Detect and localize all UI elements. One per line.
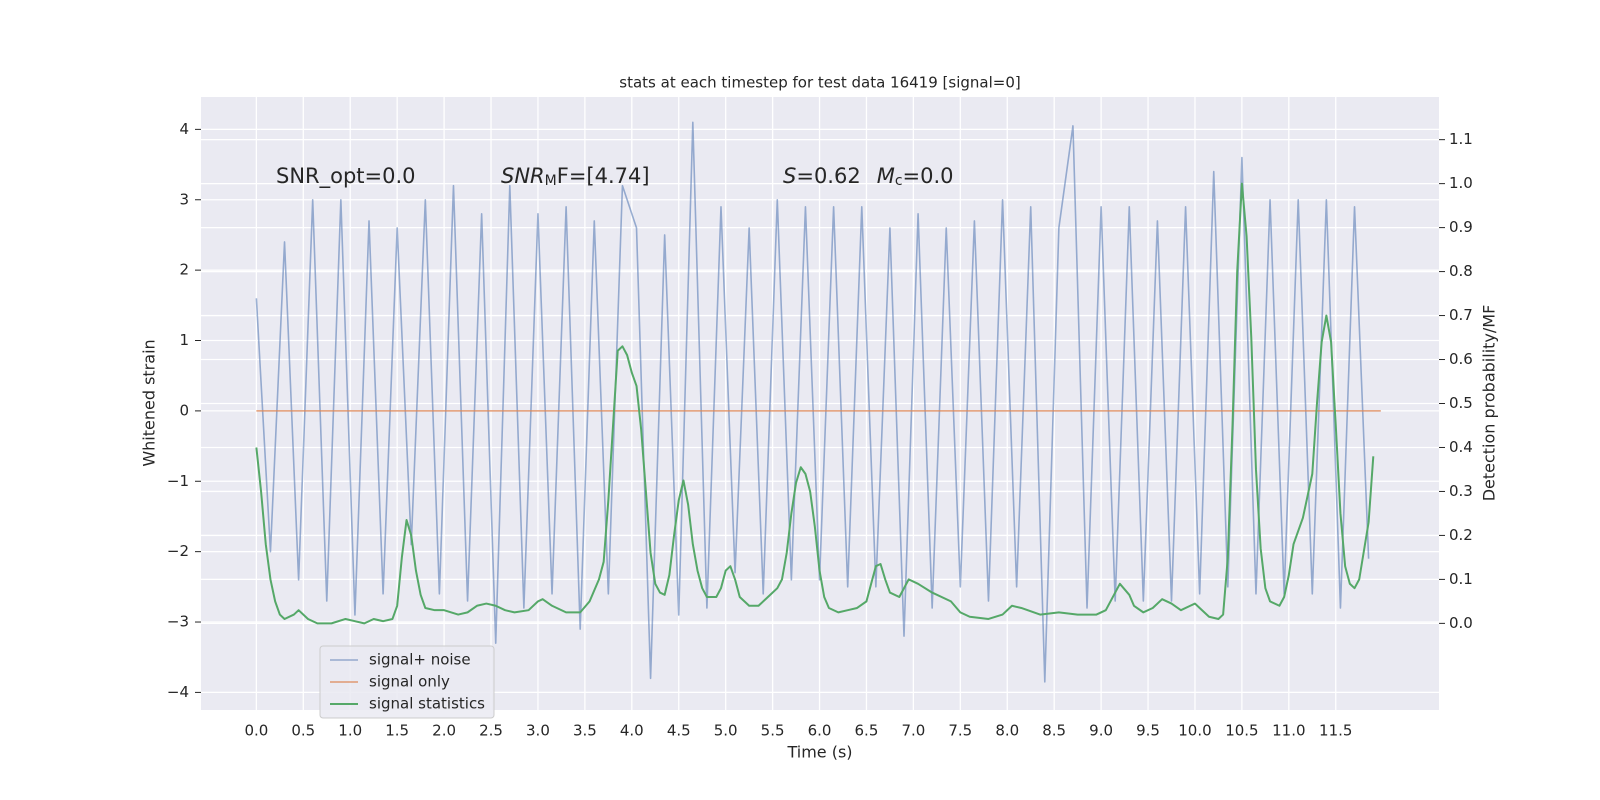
x-tick-label: 1.0 xyxy=(338,722,362,740)
x-tick-label: 6.5 xyxy=(855,722,879,740)
legend-label: signal+ noise xyxy=(369,651,471,669)
annotation-part: SNR xyxy=(501,164,545,188)
chart-title: stats at each timestep for test data 164… xyxy=(619,74,1020,92)
x-tick-label: 11.5 xyxy=(1319,722,1352,740)
annotation-part: =0.62 xyxy=(796,164,860,188)
marks xyxy=(255,121,1381,683)
y2-tick-label: 0.3 xyxy=(1449,482,1473,500)
y-tick-label: −2 xyxy=(167,542,189,560)
y-tick-label: 0 xyxy=(179,401,189,419)
y2-tick-label: 0.8 xyxy=(1449,262,1473,280)
y2-tick-label: 0.2 xyxy=(1449,526,1473,544)
x-tick-label: 5.5 xyxy=(761,722,785,740)
y-tick-label: 4 xyxy=(179,120,189,138)
legend-label: signal only xyxy=(369,673,450,691)
x-tick-label: 7.0 xyxy=(901,722,925,740)
annotation-part: =0.0 xyxy=(903,164,954,188)
x-tick-label: 8.0 xyxy=(995,722,1019,740)
grid xyxy=(201,97,1439,710)
y2-tick-label: 0.7 xyxy=(1449,306,1473,324)
y2-tick-label: 1.0 xyxy=(1449,174,1473,192)
x-tick-label: 4.5 xyxy=(667,722,691,740)
overlay: 0.0 0.5 1.0 1.5 2.0 2.5 3.0 3.5 4.0 4.5 5.0 5.5 6.0 6… xyxy=(167,120,1473,740)
y-tick-label: 2 xyxy=(179,261,189,279)
series-line xyxy=(255,121,1370,683)
y-axis-label: Whitened strain xyxy=(140,339,159,466)
x-tick-label: 0.0 xyxy=(244,722,268,740)
y2-tick-label: 0.9 xyxy=(1449,218,1473,236)
x-tick-label: 8.5 xyxy=(1042,722,1066,740)
y-tick-label: 3 xyxy=(179,190,189,208)
x-tick-label: 4.0 xyxy=(620,722,644,740)
series-line xyxy=(255,182,1375,625)
annotation-part: F=[4.74] xyxy=(557,164,650,188)
annotation: SNR_opt=0.0 xyxy=(276,164,416,189)
y2-tick-label: 0.0 xyxy=(1449,614,1473,632)
y-tick-label: −3 xyxy=(167,613,189,631)
y2-tick-label: 0.4 xyxy=(1449,438,1473,456)
x-tick-label: 10.0 xyxy=(1178,722,1211,740)
annotation: S=0.62 Mc=0.0 xyxy=(783,164,954,189)
y-tick-label: −1 xyxy=(167,472,189,490)
x-tick-label: 7.5 xyxy=(948,722,972,740)
x-tick-label: 10.5 xyxy=(1225,722,1258,740)
x-tick-label: 6.0 xyxy=(808,722,832,740)
y2-tick-label: 0.5 xyxy=(1449,394,1473,412)
x-tick-label: 3.5 xyxy=(573,722,597,740)
y-tick-label: 1 xyxy=(179,331,189,349)
legend-box xyxy=(319,645,495,719)
x-tick-label: 2.5 xyxy=(479,722,503,740)
annotation-part: M xyxy=(545,173,557,189)
annotation-part: c xyxy=(895,173,903,189)
x-tick-label: 0.5 xyxy=(291,722,315,740)
y2-axis-label: Detection probability/MF xyxy=(1480,305,1499,502)
y2-tick-label: 1.1 xyxy=(1449,130,1473,148)
x-tick-label: 1.5 xyxy=(385,722,409,740)
annotation-part: SNR_opt=0.0 xyxy=(276,164,416,189)
annotation-part: S xyxy=(783,164,796,188)
x-tick-label: 9.0 xyxy=(1089,722,1113,740)
x-axis-label: Time (s) xyxy=(786,743,852,762)
x-tick-label: 3.0 xyxy=(526,722,550,740)
annotation: SNRMF=[4.74] xyxy=(501,164,650,189)
x-tick-label: 9.5 xyxy=(1136,722,1160,740)
legend-label: signal statistics xyxy=(369,695,485,713)
y-tick-label: −4 xyxy=(167,683,189,701)
y2-tick-label: 0.6 xyxy=(1449,350,1473,368)
x-tick-label: 11.0 xyxy=(1272,722,1305,740)
x-tick-label: 5.0 xyxy=(714,722,738,740)
x-tick-label: 2.0 xyxy=(432,722,456,740)
annotation-part: M xyxy=(877,164,895,188)
y2-tick-label: 0.1 xyxy=(1449,570,1473,588)
